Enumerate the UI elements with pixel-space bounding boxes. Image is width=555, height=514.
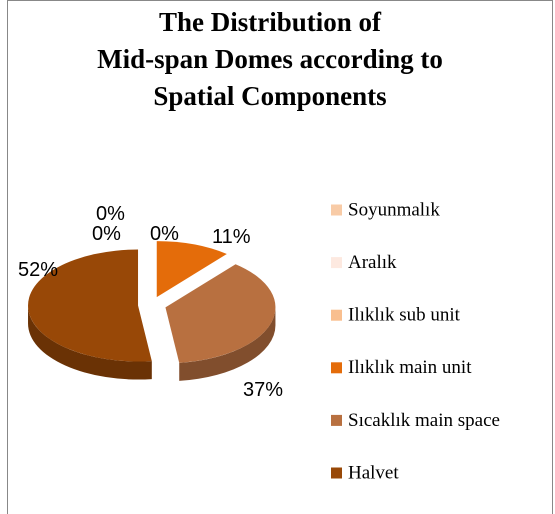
data-label: 52% [18,259,58,281]
slice [165,264,276,363]
data-label: 0% [92,223,121,245]
legend-label: Halvet [348,462,399,483]
legend-swatch [331,204,342,216]
slice [156,241,227,298]
legend-label: Soyunmalık [348,199,440,220]
legend-label: Ilıklık main unit [348,357,472,378]
legend-label: Sıcaklık main space [348,410,500,431]
legend-swatch [331,467,342,479]
data-label: 37% [243,379,283,401]
data-label: 0% [96,203,125,225]
legend-label: Aralık [348,252,397,273]
chart-title: The Distribution of Mid-span Domes accor… [97,7,443,111]
data-label: 11% [212,226,251,248]
frame [7,0,553,514]
legend-label: Ilıklık sub unit [348,305,461,326]
legend-swatch [331,414,342,426]
legend-swatch [331,257,342,269]
legend-swatch [331,309,342,321]
slice [28,249,152,362]
slice-side [179,307,276,381]
legend-swatch [331,362,342,374]
data-label: 0% [150,223,179,245]
slice-side [28,305,152,380]
